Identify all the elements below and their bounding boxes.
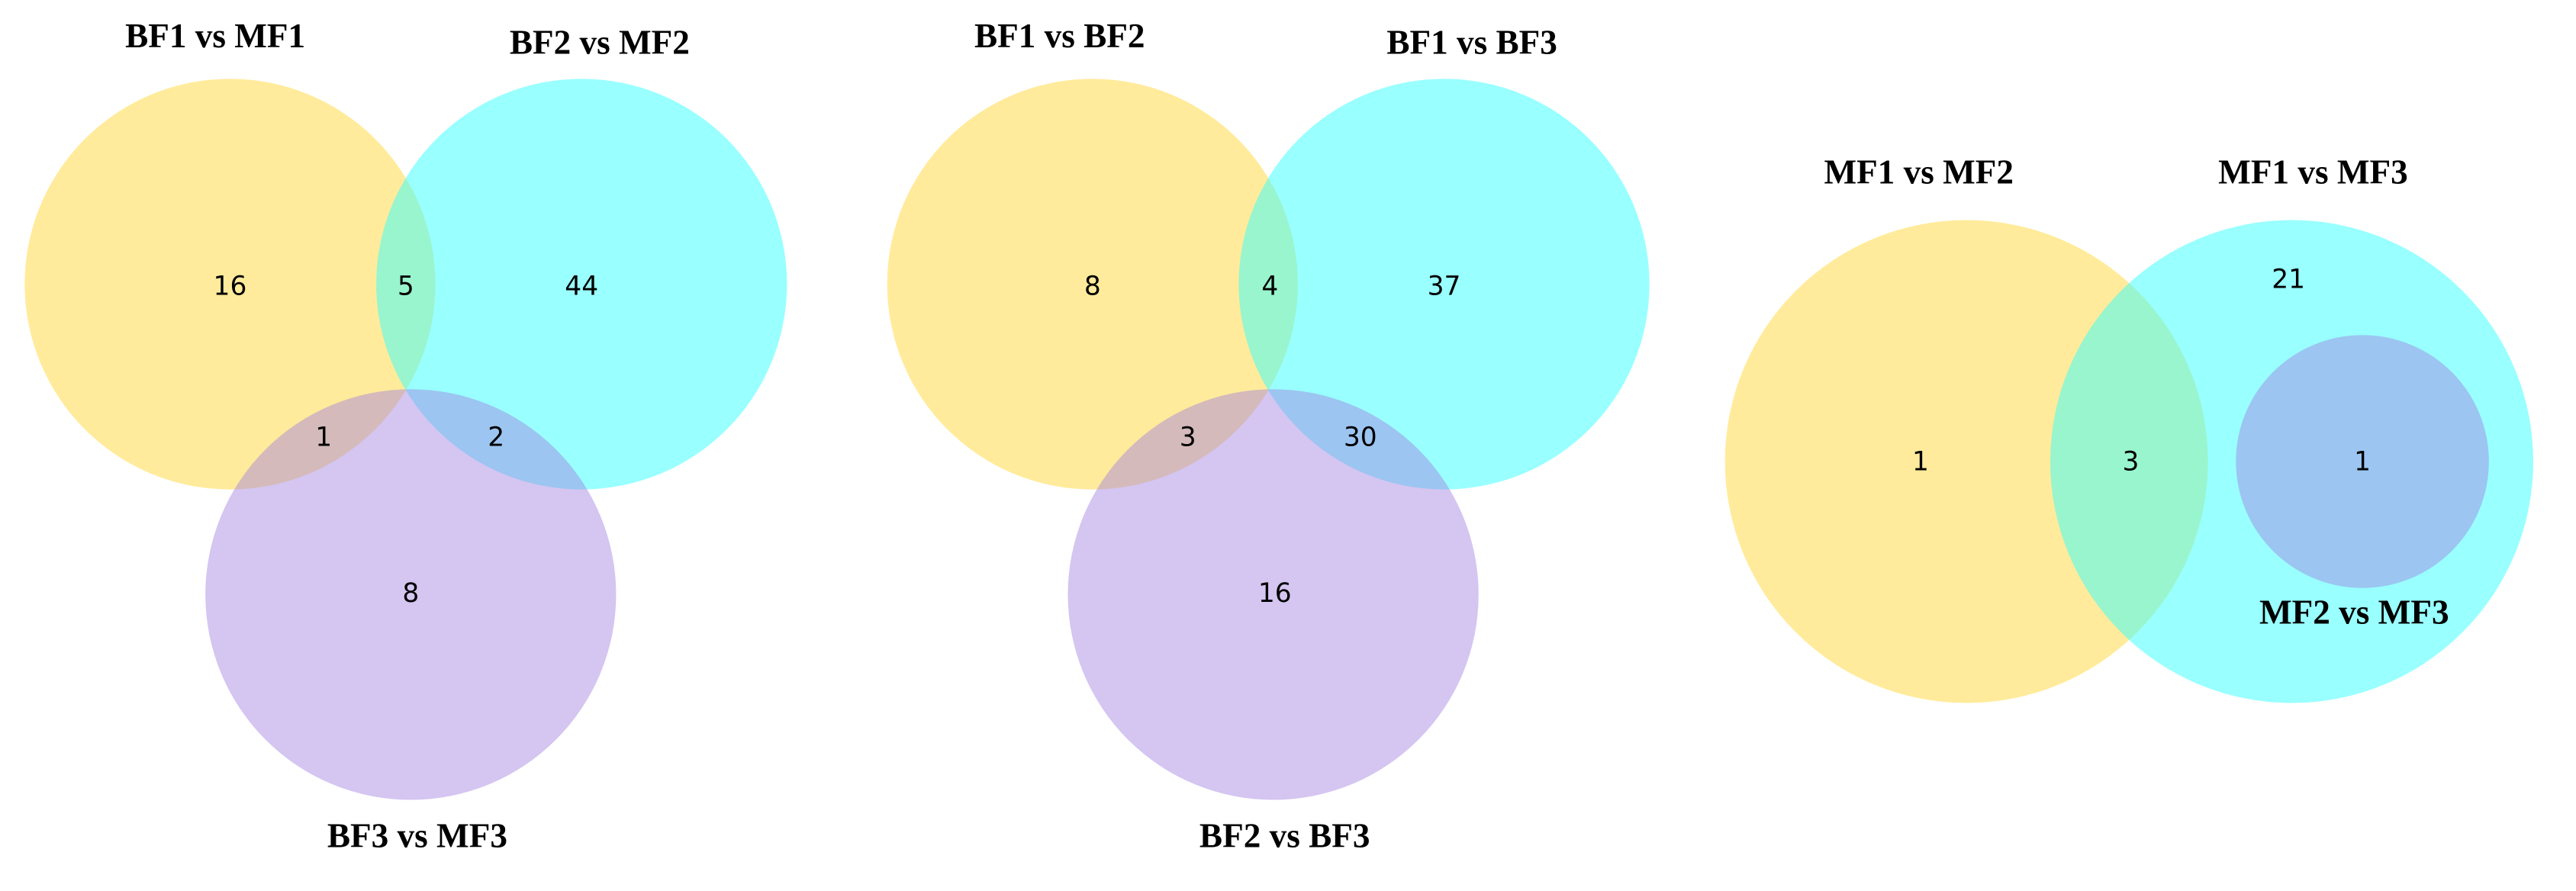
set-label: BF2 vs BF3 xyxy=(1199,817,1370,855)
region-count: 1 xyxy=(1912,447,1929,478)
set-circle xyxy=(2050,220,2533,703)
region-count: 21 xyxy=(2272,265,2305,295)
region-count: 44 xyxy=(565,271,598,301)
region-count: 16 xyxy=(1258,578,1292,609)
set-label: MF2 vs MF3 xyxy=(2259,593,2449,632)
region-count: 1 xyxy=(315,422,332,452)
region-count: 3 xyxy=(1180,422,1196,452)
set-circle xyxy=(376,79,787,490)
region-count: 1 xyxy=(2354,447,2371,478)
region-count: 37 xyxy=(1428,271,1461,301)
set-circle xyxy=(1238,79,1650,490)
set-label: BF3 vs MF3 xyxy=(327,817,507,855)
region-count: 16 xyxy=(214,271,247,301)
region-count: 5 xyxy=(398,271,414,301)
region-count: 4 xyxy=(1261,271,1278,301)
set-label: MF1 vs MF3 xyxy=(2218,153,2408,191)
set-label: BF1 vs BF3 xyxy=(1386,24,1557,62)
venn-diagram: BF1 vs MF1 BF2 vs MF2 BF3 vs MF3 16 5 44… xyxy=(24,17,787,855)
set-circle xyxy=(887,79,1298,490)
venn-diagram: BF1 vs BF2 BF1 vs BF3 BF2 vs BF3 8 4 37 … xyxy=(887,17,1650,855)
region-count: 30 xyxy=(1344,422,1377,452)
set-label: BF1 vs MF1 xyxy=(125,17,305,55)
set-label: BF1 vs BF2 xyxy=(974,17,1145,55)
set-label: BF2 vs MF2 xyxy=(510,24,690,62)
region-count: 3 xyxy=(2123,447,2140,478)
venn-diagram: MF1 vs MF2 MF1 vs MF3 MF2 vs MF3 1 3 21 … xyxy=(1724,153,2533,703)
set-circle xyxy=(2236,335,2489,588)
region-count: 8 xyxy=(402,578,419,609)
set-circle xyxy=(1067,389,1479,800)
set-circle xyxy=(205,389,617,800)
region-count: 8 xyxy=(1084,271,1101,301)
set-label: MF1 vs MF2 xyxy=(1824,153,2014,191)
set-circle xyxy=(24,79,436,490)
region-count: 2 xyxy=(488,422,504,452)
